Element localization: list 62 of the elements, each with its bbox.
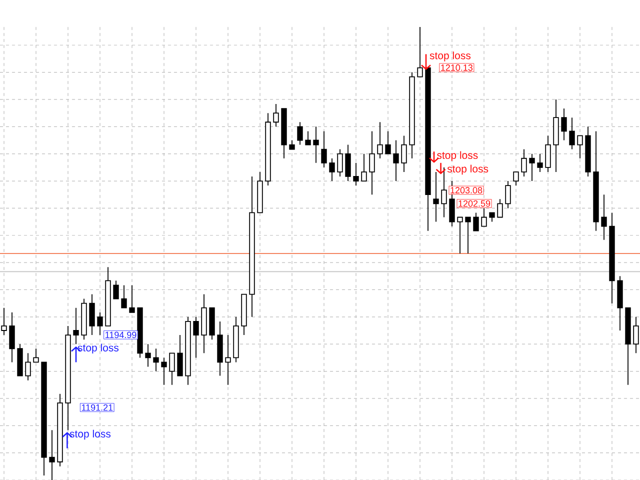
annotation: stop loss [70, 430, 111, 440]
candlestick [145, 344, 151, 368]
candlestick [457, 216, 463, 254]
annotation: 1194.99 [105, 332, 136, 338]
annotation: 1210.13 [441, 64, 473, 71]
candlestick [321, 130, 327, 168]
candlestick [89, 294, 95, 336]
candlestick [577, 135, 583, 159]
candlestick [513, 172, 519, 186]
candlestick [569, 117, 575, 150]
candlestick [529, 153, 535, 182]
candlestick [537, 153, 543, 172]
candlestick [193, 316, 199, 358]
candlestick [33, 348, 39, 363]
candlestick [49, 430, 55, 480]
candlestick [337, 148, 343, 177]
candlestick [417, 26, 423, 78]
candlestick [121, 284, 127, 308]
candlestick [177, 334, 183, 376]
candlestick [401, 135, 407, 172]
candlestick [97, 312, 103, 336]
candlestick [353, 162, 359, 186]
annotation: 1203.08 [450, 187, 482, 194]
candlestick [297, 122, 303, 146]
candlestick [273, 104, 279, 128]
candlestick [497, 198, 503, 218]
candlestick [377, 122, 383, 159]
candlestick [433, 172, 439, 222]
candlestick [313, 126, 319, 164]
candlestick [369, 130, 375, 196]
candlestick [361, 153, 367, 182]
annotation: stop loss [430, 52, 471, 62]
annotation: 1191.21 [82, 404, 113, 411]
candlestick [25, 352, 31, 381]
candlestick [393, 140, 399, 182]
candlestick [473, 212, 479, 232]
candlestick [153, 348, 159, 372]
candlestick [633, 316, 639, 354]
annotation: stop loss [447, 164, 488, 175]
candlestick [521, 148, 527, 177]
annotation: stop loss [78, 344, 119, 354]
candlestick [113, 280, 119, 300]
candlestick [129, 284, 135, 313]
candlestick [465, 216, 471, 254]
candlestick [9, 312, 15, 363]
candlestick [601, 194, 607, 240]
candlestick [489, 212, 495, 222]
candlestick [545, 135, 551, 172]
candlestick [329, 158, 335, 182]
candlestick [289, 140, 295, 150]
annotation: stop loss [436, 151, 478, 161]
candlestick [345, 144, 351, 182]
candlestick [161, 357, 167, 386]
candlestick [225, 334, 231, 386]
candlestick [305, 130, 311, 146]
candlestick [385, 130, 391, 154]
annotation: 1202.59 [458, 200, 490, 207]
candlestick [561, 108, 567, 141]
candlestick [169, 352, 175, 386]
candlestick [73, 307, 79, 345]
candlestick [1, 307, 7, 336]
candlestick [505, 180, 511, 209]
